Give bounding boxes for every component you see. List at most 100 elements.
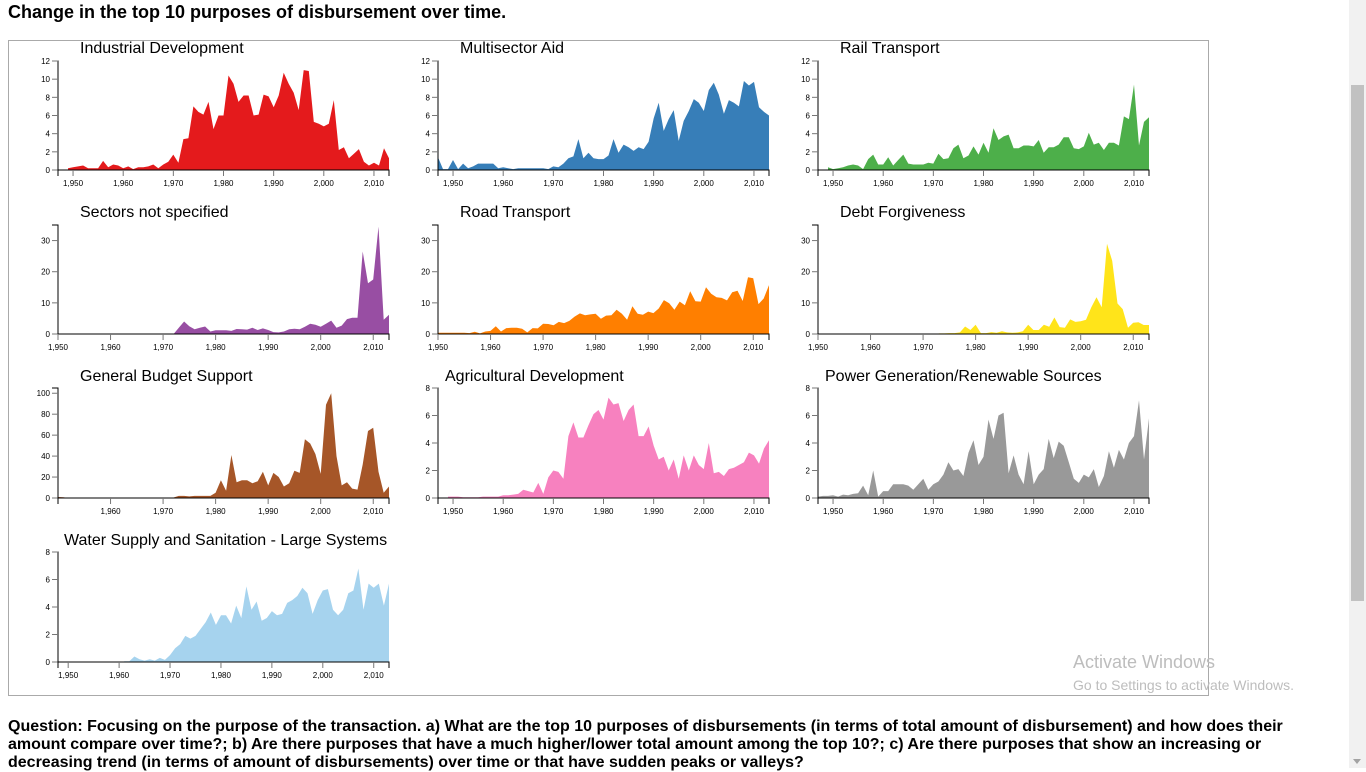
scrollbar-thumb[interactable] xyxy=(1351,85,1364,601)
chart-title: Industrial Development xyxy=(80,40,244,57)
y-axis-line xyxy=(432,224,439,335)
x-tick-label: 2,010 xyxy=(364,179,385,188)
area-chart: 0 2 4 6 8 10 12 1,950 1,960 1,970 1,980 1,990 2,000 2… xyxy=(421,57,770,188)
x-tick-label: 1,990 xyxy=(1024,179,1045,188)
area-chart: 0 2 4 6 8 1,950 1,960 1,970 1,980 1,990 2,000 2,010 xyxy=(46,548,390,680)
watermark-line-1: Activate Windows xyxy=(1073,652,1216,672)
y-tick-label: 0 xyxy=(426,166,431,175)
y-tick-label: 0 xyxy=(46,166,51,175)
x-tick-label: 1,960 xyxy=(481,343,502,352)
y-tick-label: 0 xyxy=(806,330,811,339)
x-tick-label: 1,990 xyxy=(1018,343,1039,352)
area-chart: 0 2 4 6 8 10 12 1,950 1,960 1,970 1,980 1,990 2,000 2… xyxy=(801,57,1150,188)
y-tick: 0 xyxy=(806,330,818,339)
x-tick: 1,970 xyxy=(153,334,174,352)
y-tick-label: 4 xyxy=(426,439,431,448)
area-series xyxy=(938,243,1149,334)
x-tick: 2,010 xyxy=(364,170,385,188)
y-tick-label: 0 xyxy=(426,330,431,339)
y-tick-label: 6 xyxy=(46,112,51,121)
y-tick-label: 8 xyxy=(46,93,51,102)
y-tick-label: 6 xyxy=(426,412,431,421)
y-tick: 6 xyxy=(426,112,438,121)
y-tick-label: 6 xyxy=(426,112,431,121)
x-tick: 1,980 xyxy=(213,170,234,188)
y-tick: 2 xyxy=(426,148,438,157)
y-tick: 10 xyxy=(801,299,818,308)
x-tick: 1,970 xyxy=(543,498,564,516)
y-tick-label: 30 xyxy=(41,237,50,246)
y-tick-label: 20 xyxy=(421,268,430,277)
x-tick-label: 2,010 xyxy=(1123,343,1144,352)
x-tick: 1,950 xyxy=(48,334,69,352)
y-tick-label: 30 xyxy=(801,237,810,246)
x-tick: 1,990 xyxy=(262,662,283,680)
y-tick-label: 100 xyxy=(37,389,51,398)
watermark-line-2: Go to Settings to activate Windows. xyxy=(1073,677,1294,693)
x-tick: 2,010 xyxy=(744,170,765,188)
x-tick: 1,950 xyxy=(808,334,829,352)
y-tick: 30 xyxy=(421,237,438,246)
chart-panel-multisector-aid: Multisector Aid 0 2 4 6 8 10 12 1,950 1,960 1,970 1… xyxy=(388,40,778,204)
y-tick: 10 xyxy=(421,75,438,84)
x-axis-line xyxy=(57,333,390,340)
y-tick-label: 20 xyxy=(41,473,50,482)
x-tick-label: 1,980 xyxy=(206,507,227,516)
area-series xyxy=(124,568,389,662)
y-tick: 4 xyxy=(426,130,438,139)
chart-panel-power-generation-renewable-sources: Power Generation/Renewable Sources 0 2 4 6 8 1… xyxy=(768,368,1158,532)
x-tick-label: 1,980 xyxy=(211,671,232,680)
x-tick-label: 1,990 xyxy=(264,179,285,188)
x-tick-label: 1,970 xyxy=(923,179,944,188)
x-tick-label: 1,980 xyxy=(593,507,614,516)
x-tick: 1,960 xyxy=(873,498,894,516)
y-tick: 20 xyxy=(41,268,58,277)
y-tick-label: 12 xyxy=(801,57,810,66)
y-tick: 40 xyxy=(41,452,58,461)
x-tick: 2,010 xyxy=(744,498,765,516)
y-tick-label: 0 xyxy=(806,494,811,503)
x-tick: 1,970 xyxy=(923,170,944,188)
x-tick: 1,950 xyxy=(443,170,464,188)
x-tick: 2,010 xyxy=(1124,170,1145,188)
x-tick-label: 2,010 xyxy=(1124,179,1145,188)
y-axis-line xyxy=(52,387,59,499)
x-tick-label: 2,010 xyxy=(364,671,385,680)
y-tick-label: 20 xyxy=(41,268,50,277)
x-tick-label: 1,990 xyxy=(262,671,283,680)
y-tick-label: 2 xyxy=(806,467,811,476)
y-tick-label: 10 xyxy=(421,299,430,308)
x-tick: 1,990 xyxy=(1018,334,1039,352)
scroll-down-arrow-icon[interactable] xyxy=(1353,759,1361,764)
x-tick: 2,000 xyxy=(1071,334,1091,352)
area-series xyxy=(818,400,1149,498)
area-chart: 0 20 40 60 80 100 1,960 1,970 1,980 1,990 2,000 2,0… xyxy=(37,387,390,516)
y-tick: 10 xyxy=(801,75,818,84)
x-tick-label: 1,970 xyxy=(543,179,564,188)
x-tick: 2,010 xyxy=(364,662,385,680)
x-tick-label: 1,960 xyxy=(493,179,514,188)
x-tick-label: 1,990 xyxy=(644,507,665,516)
x-tick: 1,950 xyxy=(58,662,79,680)
x-tick-label: 1,970 xyxy=(923,507,944,516)
x-tick-label: 1,960 xyxy=(101,507,122,516)
x-tick-label: 1,950 xyxy=(808,343,829,352)
y-tick-label: 10 xyxy=(41,75,50,84)
vertical-scrollbar[interactable] xyxy=(1349,0,1366,768)
y-tick: 10 xyxy=(421,299,438,308)
x-tick-label: 1,950 xyxy=(58,671,79,680)
x-tick-label: 1,960 xyxy=(861,343,882,352)
x-tick-label: 2,010 xyxy=(744,507,765,516)
y-tick-label: 60 xyxy=(41,431,50,440)
y-tick: 30 xyxy=(801,237,818,246)
x-axis-line xyxy=(817,333,1150,340)
x-tick: 2,010 xyxy=(1124,498,1145,516)
y-tick: 8 xyxy=(806,384,818,393)
y-tick: 0 xyxy=(46,166,58,175)
y-tick: 2 xyxy=(46,148,58,157)
x-tick-label: 1,950 xyxy=(823,179,844,188)
y-tick: 30 xyxy=(41,237,58,246)
x-tick-label: 2,010 xyxy=(363,507,384,516)
x-tick: 1,990 xyxy=(264,170,285,188)
y-axis-line xyxy=(52,224,59,335)
